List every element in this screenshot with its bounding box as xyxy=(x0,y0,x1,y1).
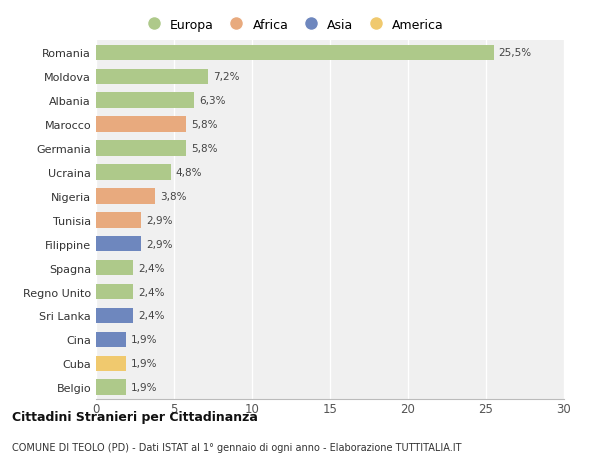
Text: 7,2%: 7,2% xyxy=(213,72,239,82)
Bar xyxy=(96,117,187,133)
Text: 4,8%: 4,8% xyxy=(176,168,202,178)
Bar xyxy=(96,141,187,157)
Bar xyxy=(96,380,125,395)
Text: Cittadini Stranieri per Cittadinanza: Cittadini Stranieri per Cittadinanza xyxy=(12,410,258,423)
Legend: Europa, Africa, Asia, America: Europa, Africa, Asia, America xyxy=(141,18,444,32)
Text: 2,9%: 2,9% xyxy=(146,215,172,225)
Text: 3,8%: 3,8% xyxy=(160,191,187,202)
Text: 25,5%: 25,5% xyxy=(499,48,532,58)
Text: COMUNE DI TEOLO (PD) - Dati ISTAT al 1° gennaio di ogni anno - Elaborazione TUTT: COMUNE DI TEOLO (PD) - Dati ISTAT al 1° … xyxy=(12,442,461,452)
Bar xyxy=(96,236,141,252)
Bar xyxy=(96,45,494,61)
Bar xyxy=(96,189,155,204)
Text: 1,9%: 1,9% xyxy=(130,358,157,369)
Bar xyxy=(96,93,194,109)
Bar xyxy=(96,284,133,300)
Text: 1,9%: 1,9% xyxy=(130,335,157,345)
Bar xyxy=(96,260,133,276)
Text: 2,4%: 2,4% xyxy=(138,287,164,297)
Bar xyxy=(96,69,208,85)
Bar xyxy=(96,213,141,228)
Bar xyxy=(96,356,125,371)
Bar xyxy=(96,332,125,347)
Bar xyxy=(96,308,133,324)
Text: 1,9%: 1,9% xyxy=(130,382,157,392)
Text: 2,4%: 2,4% xyxy=(138,263,164,273)
Text: 2,9%: 2,9% xyxy=(146,239,172,249)
Text: 5,8%: 5,8% xyxy=(191,144,218,154)
Text: 2,4%: 2,4% xyxy=(138,311,164,321)
Bar xyxy=(96,165,171,180)
Text: 5,8%: 5,8% xyxy=(191,120,218,130)
Text: 6,3%: 6,3% xyxy=(199,96,226,106)
